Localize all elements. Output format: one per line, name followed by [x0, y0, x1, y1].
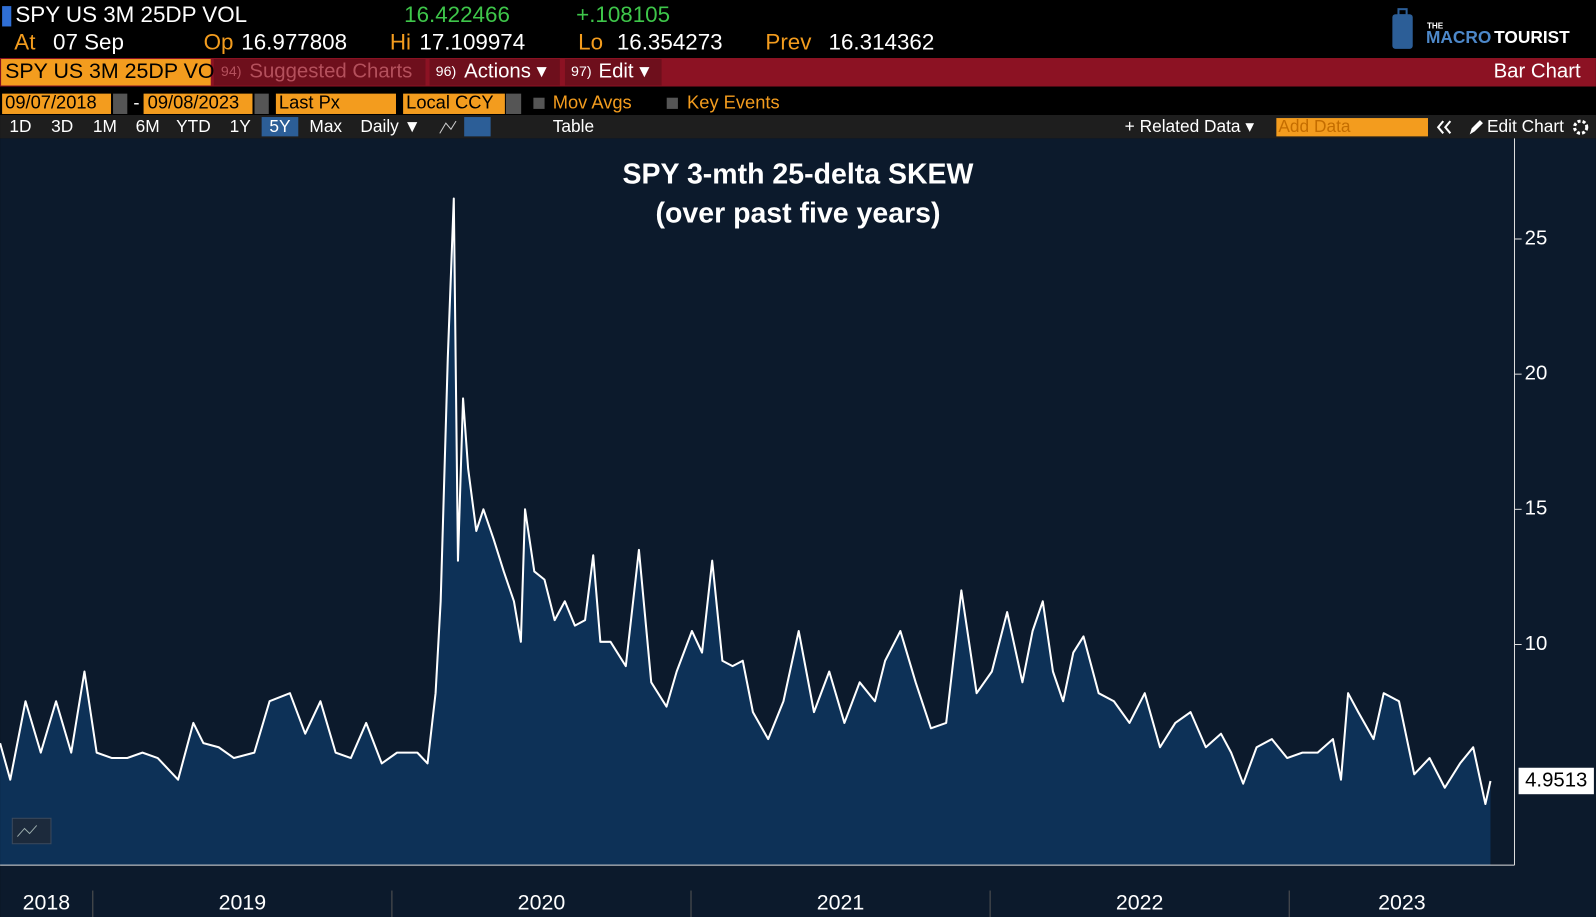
collapse-icon[interactable]	[1436, 120, 1452, 134]
quote-value: 16.314362	[829, 30, 935, 55]
line-style-icon[interactable]	[439, 120, 457, 134]
logo-icon-handle	[1397, 8, 1408, 17]
currency-box[interactable]	[403, 93, 505, 114]
mov-avgs[interactable]: Mov Avgs	[553, 92, 632, 113]
menu-item-bg[interactable]	[429, 59, 560, 86]
menu-item-bg[interactable]	[213, 59, 426, 86]
edit-icon[interactable]	[1469, 120, 1483, 135]
quote-label: Prev	[765, 30, 812, 55]
chart-kind[interactable]: Bar Chart	[1494, 61, 1581, 83]
last-price: 16.422466	[404, 2, 510, 27]
y-tick-label: 25	[1525, 227, 1548, 249]
calendar-icon[interactable]	[113, 93, 128, 114]
logo: THE MACRO TOURIST	[1392, 8, 1570, 49]
x-tick-label: 2019	[219, 890, 267, 914]
logo-macro: MACRO	[1426, 27, 1491, 47]
range-button[interactable]: Max	[309, 116, 342, 136]
last-value-label: 4.9513	[1525, 769, 1587, 791]
range-button[interactable]: 1M	[93, 116, 117, 136]
field[interactable]: Last Px	[279, 92, 340, 113]
plot: 4.9513 10 15 20 25 2018 2019 2020 2021 2022 2023	[0, 138, 1594, 917]
dropdown-button[interactable]	[505, 93, 522, 114]
area-fill	[0, 198, 1491, 866]
security-field[interactable]: SPY US 3M 25DP VO	[5, 59, 214, 83]
add-data[interactable]: Add Data	[1278, 116, 1350, 136]
chart-type-icon[interactable]	[16, 825, 38, 837]
chart-subtitle: (over past five years)	[656, 197, 941, 229]
x-tick-label: 2018	[23, 890, 71, 914]
logo-tourist: TOURIST	[1494, 27, 1570, 47]
range-buttons: 1D 3D 1M 6M YTD 1Y 5Y Max	[9, 116, 342, 137]
end-date[interactable]: 09/08/2023	[148, 92, 240, 113]
frequency[interactable]: Daily ▼	[360, 116, 420, 136]
chart-style-button[interactable]	[464, 117, 491, 137]
key-events[interactable]: Key Events	[687, 92, 780, 113]
checkbox[interactable]	[666, 97, 678, 109]
quote-value: 17.109974	[419, 30, 525, 55]
logo-the: THE	[1427, 22, 1444, 31]
logo-icon	[1392, 14, 1413, 49]
x-tick-label: 2021	[817, 890, 865, 914]
range-button[interactable]: 1Y	[230, 116, 252, 136]
x-tick-label: 2020	[518, 890, 566, 914]
currency[interactable]: Local CCY	[406, 92, 493, 113]
start-date[interactable]: 09/07/2018	[5, 92, 97, 113]
last-value-box	[1518, 767, 1594, 795]
quote-label: Lo	[578, 30, 603, 55]
menu-num[interactable]: 96)	[436, 64, 457, 80]
add-data-box[interactable]	[1276, 118, 1428, 137]
start-date-box[interactable]	[2, 93, 112, 114]
x-tick-label: 2023	[1378, 890, 1426, 914]
menu-item-bg[interactable]	[564, 59, 662, 86]
table-button[interactable]: Table	[553, 116, 594, 136]
range-button[interactable]: 1D	[9, 116, 31, 136]
menu-num[interactable]: 94)	[221, 64, 242, 80]
quote-label: At	[14, 30, 36, 55]
range-button[interactable]: 5Y	[269, 116, 291, 136]
range-button[interactable]: 6M	[136, 116, 160, 136]
quote-value: 16.354273	[617, 30, 723, 55]
checkbox[interactable]	[533, 97, 545, 109]
ticker: SPY US 3M 25DP VOL	[15, 2, 247, 27]
y-tick-label: 10	[1525, 633, 1548, 655]
y-tick-label: 20	[1525, 363, 1548, 385]
security-field-box[interactable]	[1, 59, 211, 86]
range-active[interactable]	[261, 117, 299, 137]
field-box[interactable]	[275, 93, 396, 114]
edit-chart[interactable]: Edit Chart	[1487, 116, 1564, 136]
menu-num[interactable]: 97)	[571, 64, 592, 80]
quote-label: Op	[204, 30, 234, 55]
y-tick-label: 15	[1525, 498, 1548, 520]
security-marker	[2, 6, 12, 27]
x-tick-label: 2022	[1116, 890, 1164, 914]
quote-label: Hi	[390, 30, 411, 55]
date-separator: -	[133, 92, 139, 113]
price-change: +.108105	[576, 2, 670, 27]
chart-title: SPY 3-mth 25-delta SKEW	[623, 159, 974, 191]
area-line	[0, 197, 1492, 806]
calendar-icon[interactable]	[254, 93, 269, 114]
menu-label[interactable]: Actions ▾	[464, 61, 547, 83]
range-button[interactable]: YTD	[176, 116, 211, 136]
menu-label[interactable]: Edit ▾	[599, 61, 651, 83]
quote-row: At 07 Sep Op 16.977808 Hi 17.109974 Lo 16.35427…	[14, 30, 934, 55]
settings-icon[interactable]	[1573, 119, 1589, 135]
related-data[interactable]: + Related Data ▾	[1125, 116, 1255, 136]
range-button[interactable]: 3D	[51, 116, 73, 136]
toolbar	[0, 115, 1596, 139]
menu-label[interactable]: Suggested Charts	[249, 61, 412, 83]
end-date-box[interactable]	[143, 93, 253, 114]
quote-value: 16.977808	[241, 30, 347, 55]
quote-value: 07 Sep	[53, 30, 124, 55]
